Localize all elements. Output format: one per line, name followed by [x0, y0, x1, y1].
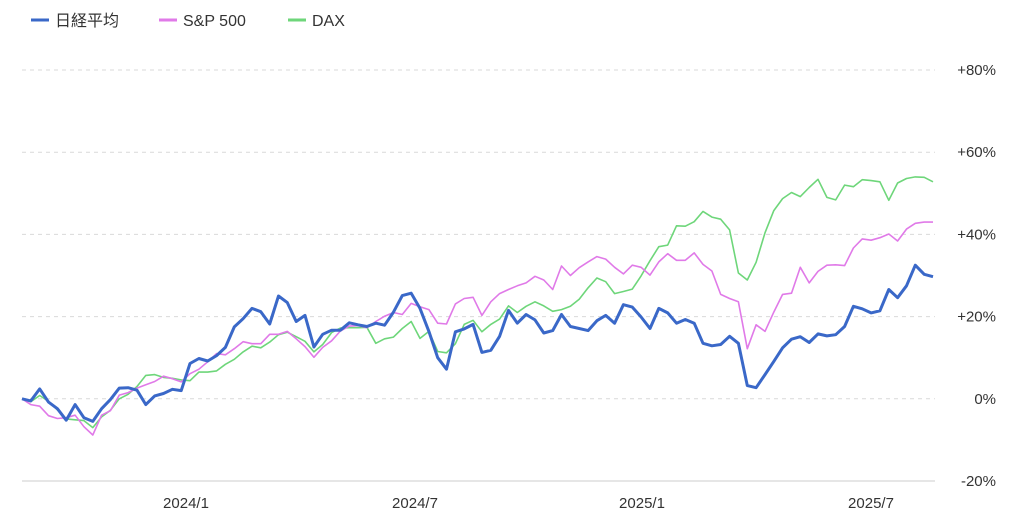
x-tick-label: 2024/7 [392, 495, 438, 512]
series-line-dax [21, 176, 934, 429]
y-tick-label: +40% [957, 226, 996, 243]
x-tick-label: 2025/7 [848, 495, 894, 512]
x-axis-labels: 2024/1 2024/7 2025/1 2025/7 [163, 495, 894, 512]
legend-item-nikkei[interactable]: 日経平均 [31, 12, 119, 30]
series-lines [21, 176, 934, 436]
legend-item-dax[interactable]: DAX [288, 13, 345, 30]
x-tick-label: 2024/1 [163, 495, 209, 512]
legend-label-dax: DAX [312, 13, 345, 30]
legend-label-sp500: S&P 500 [183, 13, 246, 30]
y-tick-label: +80% [957, 62, 996, 79]
y-tick-label: -20% [961, 473, 996, 490]
y-axis-labels: +80% +60% +40% +20% 0% -20% [957, 62, 996, 490]
series-line-sp500 [21, 221, 933, 436]
legend-item-sp500[interactable]: S&P 500 [159, 13, 246, 30]
y-tick-label: +60% [957, 144, 996, 161]
legend-label-nikkei: 日経平均 [55, 12, 119, 30]
legend: 日経平均 S&P 500 DAX [31, 12, 345, 30]
x-tick-label: 2025/1 [619, 495, 665, 512]
y-tick-label: 0% [974, 391, 996, 408]
y-tick-label: +20% [957, 309, 996, 326]
series-line-nikkei [21, 263, 934, 423]
grid-lines [22, 69, 935, 400]
